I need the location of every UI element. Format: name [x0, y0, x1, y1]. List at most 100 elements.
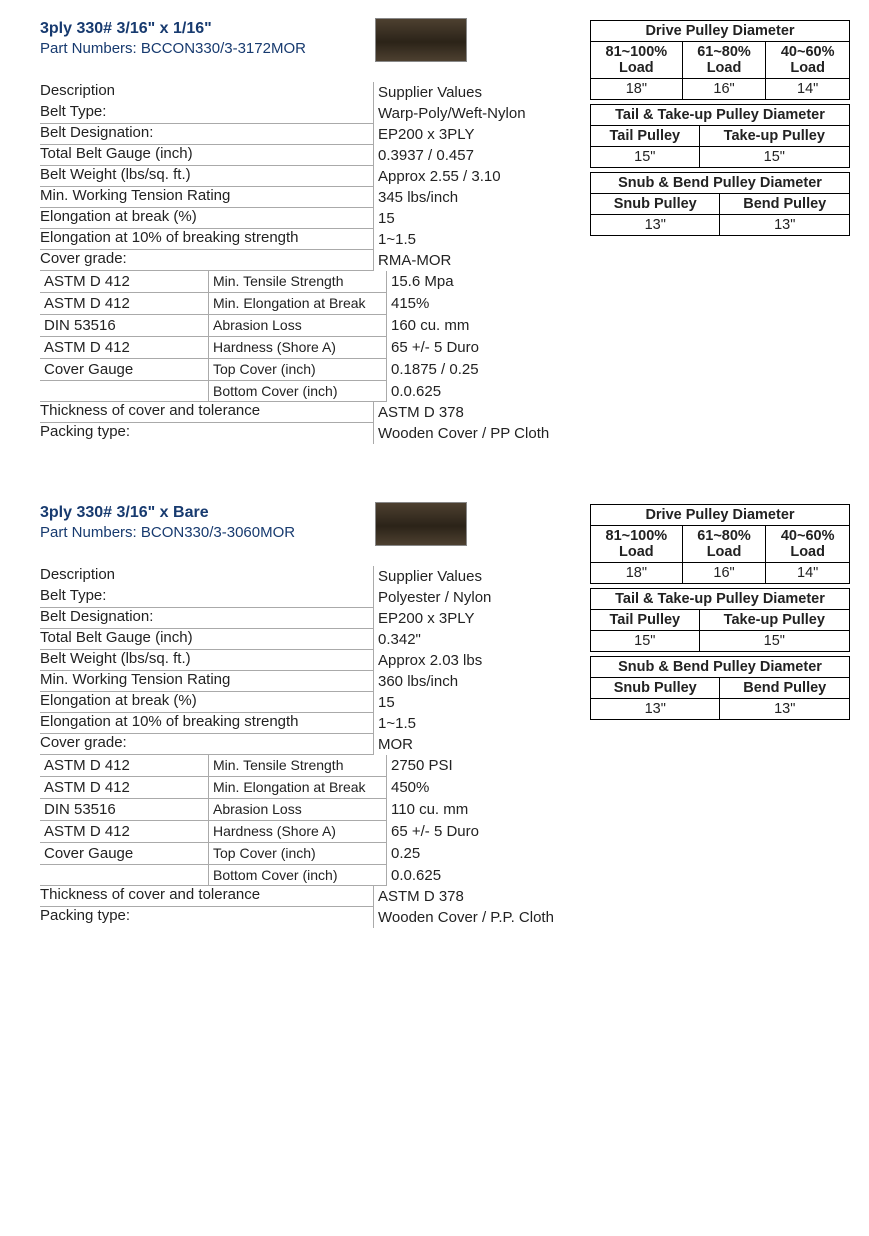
- spec-subdesc: Min. Elongation at Break: [208, 777, 386, 799]
- spec-val: 160 cu. mm: [386, 315, 575, 337]
- spec-val: Wooden Cover / P.P. Cloth: [373, 907, 562, 928]
- pulley-tables: Drive Pulley Diameter81~100% Load61~80% …: [590, 20, 850, 444]
- spec-row: Thickness of cover and toleranceASTM D 3…: [40, 402, 580, 423]
- pulley-head: Take-up Pulley: [699, 610, 849, 631]
- pulley-val: 13": [591, 215, 720, 236]
- spec-subdesc: Min. Tensile Strength: [208, 271, 386, 293]
- spec-val: 0.342": [373, 629, 562, 650]
- spec-val: 65 +/- 5 Duro: [386, 337, 575, 359]
- pulley-val: 18": [591, 563, 683, 584]
- spec-desc: Elongation at break (%): [40, 208, 373, 229]
- spec-desc: ASTM D 412: [40, 293, 208, 315]
- pulley-table: Tail & Take-up Pulley DiameterTail Pulle…: [590, 104, 850, 168]
- belt-thumbnail: [375, 502, 467, 546]
- spec-val: 65 +/- 5 Duro: [386, 821, 575, 843]
- pulley-head: 40~60% Load: [766, 42, 850, 79]
- spec-row: Belt Designation:EP200 x 3PLY: [40, 124, 580, 145]
- pulley-table: Snub & Bend Pulley DiameterSnub PulleyBe…: [590, 172, 850, 236]
- spec-sub-row: ASTM D 412Hardness (Shore A)65 +/- 5 Dur…: [40, 337, 580, 359]
- spec-val: ASTM D 378: [373, 886, 562, 907]
- spec-sub-row: DIN 53516Abrasion Loss110 cu. mm: [40, 799, 580, 821]
- pulley-val: 14": [766, 79, 850, 100]
- pulley-head: Snub Pulley: [591, 678, 720, 699]
- spec-sub-row: Cover GaugeTop Cover (inch)0.1875 / 0.25: [40, 359, 580, 381]
- spec-desc: DIN 53516: [40, 315, 208, 337]
- spec-row: Cover grade:MOR: [40, 734, 580, 755]
- spec-row: Total Belt Gauge (inch)0.342": [40, 629, 580, 650]
- spec-row: Elongation at 10% of breaking strength1~…: [40, 229, 580, 250]
- spec-subdesc: Bottom Cover (inch): [208, 381, 386, 402]
- spec-desc: Min. Working Tension Rating: [40, 671, 373, 692]
- pulley-val: 15": [699, 147, 849, 168]
- pulley-table: Drive Pulley Diameter81~100% Load61~80% …: [590, 20, 850, 100]
- spec-val: 1~1.5: [373, 713, 562, 734]
- spec-desc: Belt Type:: [40, 103, 373, 124]
- spec-sub-row: ASTM D 412Min. Elongation at Break415%: [40, 293, 580, 315]
- spec-desc: Min. Working Tension Rating: [40, 187, 373, 208]
- spec-desc: ASTM D 412: [40, 821, 208, 843]
- spec-header-val: Supplier Values: [373, 82, 562, 103]
- spec-sub-row: Cover GaugeTop Cover (inch)0.25: [40, 843, 580, 865]
- pulley-tables: Drive Pulley Diameter81~100% Load61~80% …: [590, 504, 850, 928]
- spec-val: Approx 2.55 / 3.10: [373, 166, 562, 187]
- spec-row: Belt Type:Warp-Poly/Weft-Nylon: [40, 103, 580, 124]
- spec-desc: Belt Designation:: [40, 608, 373, 629]
- spec-val: 0.25: [386, 843, 575, 865]
- part-number: Part Numbers: BCON330/3-3060MOR: [40, 524, 375, 541]
- spec-sub-row: ASTM D 412Min. Tensile Strength15.6 Mpa: [40, 271, 580, 293]
- pulley-val: 18": [591, 79, 683, 100]
- spec-val: EP200 x 3PLY: [373, 608, 562, 629]
- pulley-table: Drive Pulley Diameter81~100% Load61~80% …: [590, 504, 850, 584]
- pulley-head: 81~100% Load: [591, 42, 683, 79]
- spec-desc: DIN 53516: [40, 799, 208, 821]
- pulley-head: 81~100% Load: [591, 526, 683, 563]
- pulley-title: Snub & Bend Pulley Diameter: [591, 657, 850, 678]
- spec-subdesc: Top Cover (inch): [208, 843, 386, 865]
- pulley-title: Tail & Take-up Pulley Diameter: [591, 105, 850, 126]
- spec-desc: [40, 381, 208, 402]
- product-block: 3ply 330# 3/16" x 1/16"Part Numbers: BCC…: [40, 20, 829, 444]
- spec-desc: Cover grade:: [40, 734, 373, 755]
- pulley-title: Drive Pulley Diameter: [591, 21, 850, 42]
- spec-val: Wooden Cover / PP Cloth: [373, 423, 562, 444]
- spec-val: 110 cu. mm: [386, 799, 575, 821]
- spec-val: 415%: [386, 293, 575, 315]
- spec-desc: Total Belt Gauge (inch): [40, 629, 373, 650]
- spec-val: 345 lbs/inch: [373, 187, 562, 208]
- spec-val: 360 lbs/inch: [373, 671, 562, 692]
- pulley-val: 13": [720, 215, 850, 236]
- spec-val: 450%: [386, 777, 575, 799]
- spec-sub-row: ASTM D 412Min. Tensile Strength2750 PSI: [40, 755, 580, 777]
- spec-val: ASTM D 378: [373, 402, 562, 423]
- spec-subdesc: Bottom Cover (inch): [208, 865, 386, 886]
- spec-val: 15: [373, 692, 562, 713]
- pulley-head: 61~80% Load: [682, 42, 766, 79]
- spec-desc: [40, 865, 208, 886]
- pulley-val: 16": [682, 79, 766, 100]
- pulley-head: Take-up Pulley: [699, 126, 849, 147]
- spec-sub-row: ASTM D 412Min. Elongation at Break450%: [40, 777, 580, 799]
- spec-row: Elongation at break (%)15: [40, 208, 580, 229]
- pulley-val: 14": [766, 563, 850, 584]
- spec-subdesc: Hardness (Shore A): [208, 821, 386, 843]
- spec-val: Polyester / Nylon: [373, 587, 562, 608]
- spec-desc: Cover grade:: [40, 250, 373, 271]
- spec-desc: Elongation at 10% of breaking strength: [40, 713, 373, 734]
- product-block: 3ply 330# 3/16" x BarePart Numbers: BCON…: [40, 504, 829, 928]
- pulley-head: Snub Pulley: [591, 194, 720, 215]
- spec-sub-row: DIN 53516Abrasion Loss160 cu. mm: [40, 315, 580, 337]
- spec-table: DescriptionSupplier ValuesBelt Type:Warp…: [40, 82, 580, 444]
- spec-desc: Cover Gauge: [40, 843, 208, 865]
- spec-val: Approx 2.03 lbs: [373, 650, 562, 671]
- spec-desc: Total Belt Gauge (inch): [40, 145, 373, 166]
- spec-subdesc: Min. Elongation at Break: [208, 293, 386, 315]
- spec-row: Packing type:Wooden Cover / P.P. Cloth: [40, 907, 580, 928]
- pulley-head: Bend Pulley: [720, 194, 850, 215]
- product-title: 3ply 330# 3/16" x 1/16": [40, 20, 375, 38]
- spec-desc: Elongation at break (%): [40, 692, 373, 713]
- pulley-val: 15": [591, 147, 700, 168]
- spec-subdesc: Top Cover (inch): [208, 359, 386, 381]
- pulley-head: Tail Pulley: [591, 610, 700, 631]
- pulley-val: 15": [699, 631, 849, 652]
- spec-sub-row: ASTM D 412Hardness (Shore A)65 +/- 5 Dur…: [40, 821, 580, 843]
